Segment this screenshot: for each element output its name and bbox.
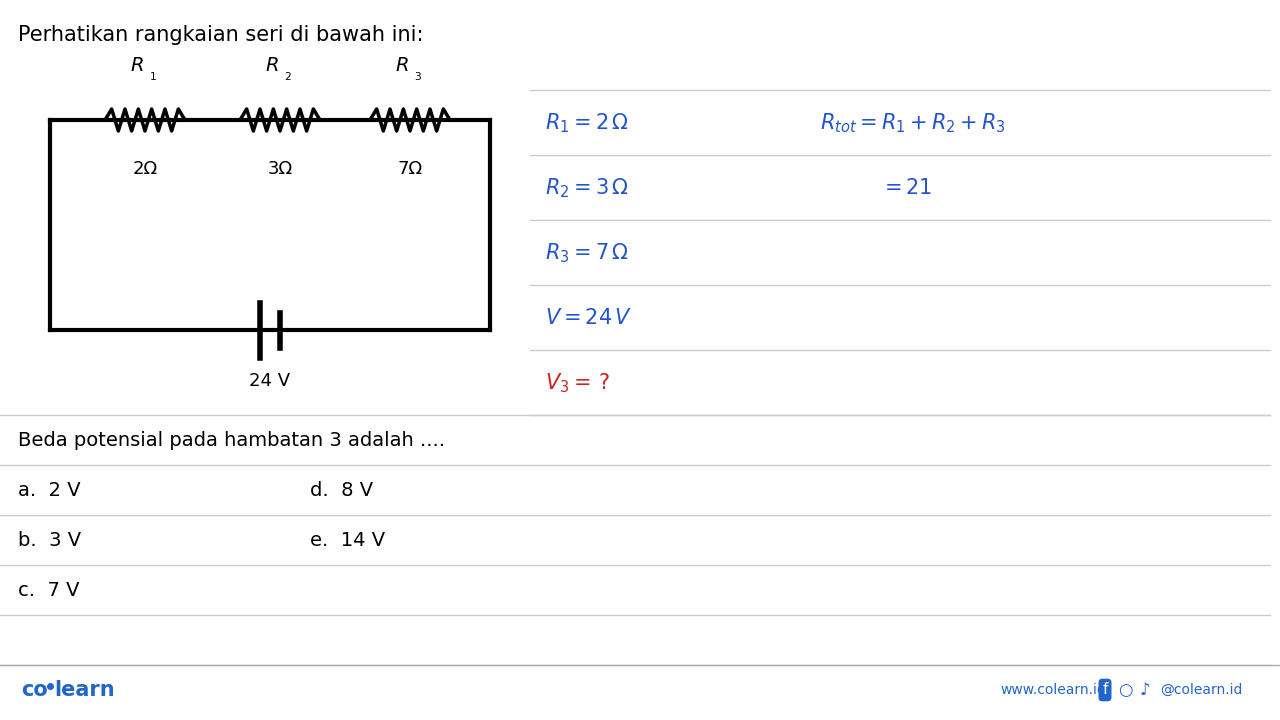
Text: $_3$: $_3$ — [413, 68, 422, 83]
Text: $_1$: $_1$ — [148, 68, 157, 83]
Text: 7Ω: 7Ω — [397, 160, 422, 178]
Text: c.  7 V: c. 7 V — [18, 580, 79, 600]
Text: $R_{tot} = R_1 + R_2 + R_3$: $R_{tot} = R_1 + R_2 + R_3$ — [820, 111, 1006, 135]
Text: learn: learn — [54, 680, 115, 700]
Text: $_2$: $_2$ — [284, 68, 292, 83]
Text: f: f — [1102, 683, 1107, 698]
Text: $= 21$: $= 21$ — [881, 178, 932, 198]
Text: co: co — [22, 680, 49, 700]
Text: @colearn.id: @colearn.id — [1160, 683, 1243, 697]
Text: $R_2 = 3\,\Omega$: $R_2 = 3\,\Omega$ — [545, 176, 628, 199]
Text: $R$: $R$ — [265, 56, 279, 75]
Text: Beda potensial pada hambatan 3 adalah ....: Beda potensial pada hambatan 3 adalah ..… — [18, 431, 445, 449]
Text: $R_1 = 2\,\Omega$: $R_1 = 2\,\Omega$ — [545, 111, 628, 135]
Text: 24 V: 24 V — [250, 372, 291, 390]
Text: $V_3 = \,?$: $V_3 = \,?$ — [545, 372, 609, 395]
Text: $R_3 = 7\,\Omega$: $R_3 = 7\,\Omega$ — [545, 241, 628, 265]
Text: 2Ω: 2Ω — [132, 160, 157, 178]
Text: 3Ω: 3Ω — [268, 160, 293, 178]
Text: d.  8 V: d. 8 V — [310, 480, 374, 500]
Text: $R$: $R$ — [131, 56, 143, 75]
Text: $R$: $R$ — [396, 56, 408, 75]
Text: a.  2 V: a. 2 V — [18, 480, 81, 500]
Text: ♪: ♪ — [1139, 681, 1151, 699]
Text: b.  3 V: b. 3 V — [18, 531, 81, 549]
Text: Perhatikan rangkaian seri di bawah ini:: Perhatikan rangkaian seri di bawah ini: — [18, 25, 424, 45]
Text: e.  14 V: e. 14 V — [310, 531, 385, 549]
Text: www.colearn.id: www.colearn.id — [1000, 683, 1106, 697]
Text: $V = 24\,V$: $V = 24\,V$ — [545, 308, 632, 328]
Text: ○: ○ — [1117, 681, 1133, 699]
